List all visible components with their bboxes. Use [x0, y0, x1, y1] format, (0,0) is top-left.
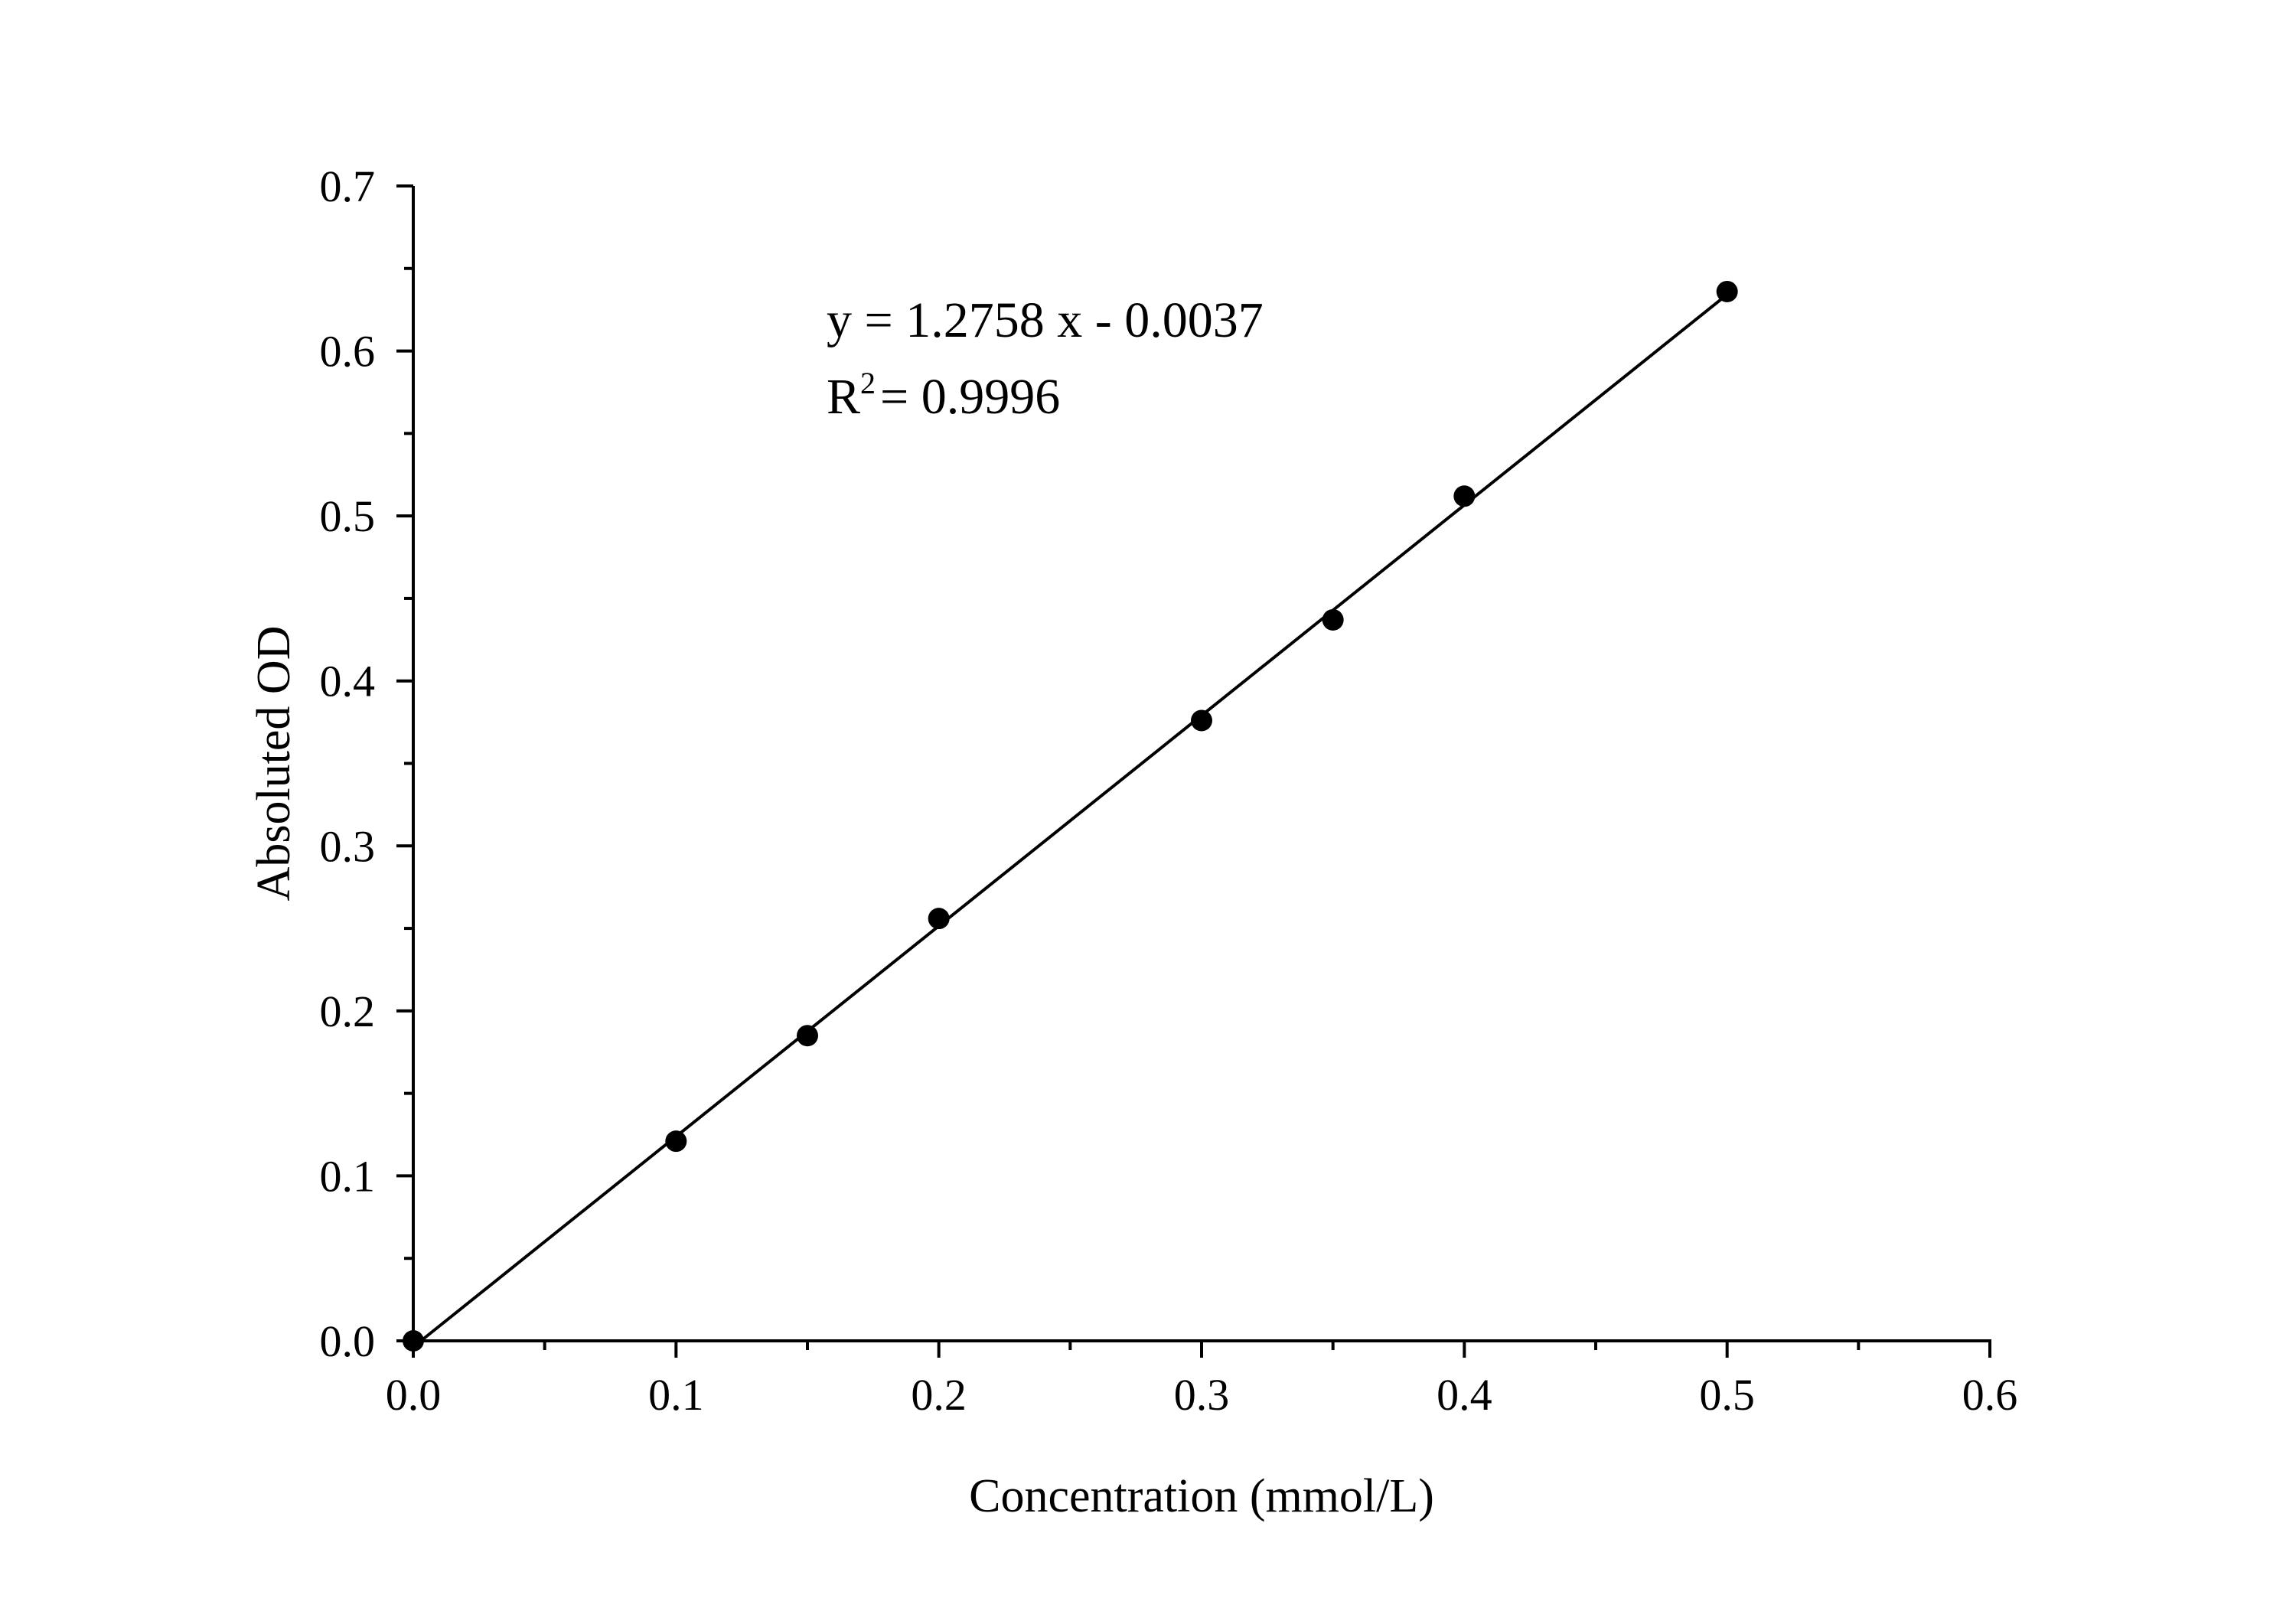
- y-axis-ticks: 0.0 0.1 0.2 0.3 0.4 0.5 0.6 0.7: [320, 161, 413, 1366]
- x-tick-label: 0.4: [1437, 1370, 1492, 1420]
- r-squared-label: R: [827, 369, 860, 425]
- axes: [412, 186, 1991, 1342]
- data-point: [1191, 709, 1212, 732]
- r-squared-value: = 0.9996: [880, 369, 1060, 425]
- y-tick-label: 0.7: [320, 161, 376, 211]
- y-tick-label: 0.1: [320, 1151, 376, 1201]
- fit-line: [419, 293, 1728, 1342]
- data-points: [403, 280, 1738, 1352]
- y-tick-label: 0.5: [320, 491, 376, 541]
- y-tick-label: 0.6: [320, 327, 376, 377]
- x-tick-label: 0.0: [386, 1370, 442, 1420]
- y-axis-label: Absoluted OD: [248, 626, 300, 902]
- fit-line-layer: [419, 293, 1728, 1342]
- data-point: [1322, 608, 1344, 631]
- x-tick-label: 0.6: [1962, 1370, 2018, 1420]
- x-axis-ticks: 0.0 0.1 0.2 0.3 0.4 0.5 0.6: [386, 1341, 2018, 1420]
- data-point: [1453, 485, 1476, 507]
- y-tick-label: 0.3: [320, 821, 376, 871]
- y-tick-label: 0.0: [320, 1316, 376, 1366]
- data-point: [928, 908, 950, 930]
- data-point: [1716, 280, 1738, 302]
- r-squared-annotation: R2= 0.9996: [827, 366, 1060, 425]
- x-tick-label: 0.3: [1174, 1370, 1230, 1420]
- y-tick-label: 0.2: [320, 987, 376, 1036]
- x-tick-label: 0.2: [911, 1370, 967, 1420]
- fit-equation: y = 1.2758 x - 0.0037: [827, 292, 1264, 348]
- x-tick-label: 0.1: [648, 1370, 704, 1420]
- data-point: [403, 1330, 424, 1352]
- r-squared-superscript: 2: [860, 366, 876, 400]
- y-tick-label: 0.4: [320, 657, 376, 706]
- data-point: [665, 1130, 687, 1153]
- data-point: [797, 1025, 818, 1047]
- x-axis-label: Concentration (mmol/L): [969, 1470, 1434, 1522]
- x-tick-label: 0.5: [1699, 1370, 1755, 1420]
